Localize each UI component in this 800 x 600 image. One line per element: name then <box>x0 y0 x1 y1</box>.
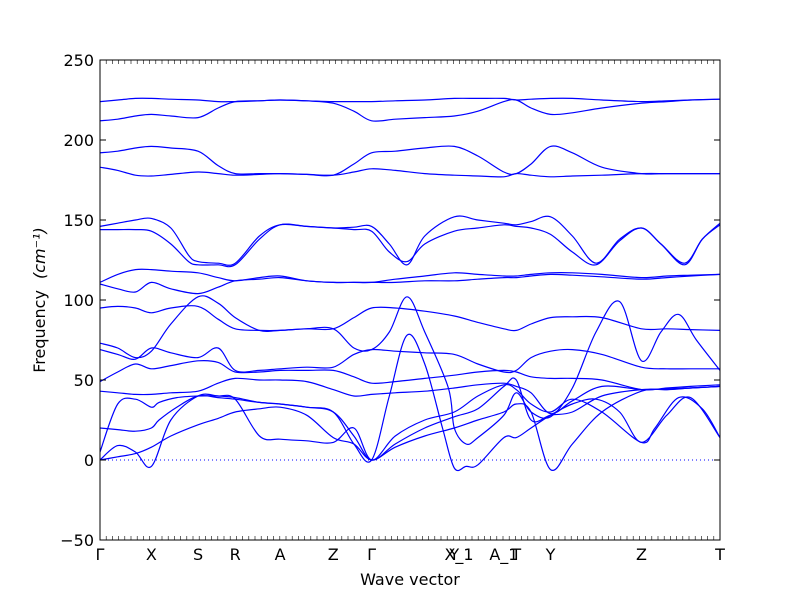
minor-ticks <box>99 60 721 540</box>
band-line-3 <box>99 145 720 177</box>
band-line-4 <box>99 166 720 178</box>
band-line-16 <box>99 377 721 469</box>
x-tick-label: X <box>146 545 157 564</box>
band-line-1 <box>99 97 721 103</box>
band-line-8 <box>99 273 721 295</box>
y-tick-label: 150 <box>63 211 94 230</box>
x-tick-label: Γ <box>367 545 376 564</box>
band-line-11 <box>99 347 720 374</box>
band-line-10 <box>99 295 721 445</box>
x-tick-label: Z <box>328 545 339 564</box>
band-line-7 <box>99 268 721 284</box>
x-tick-label: Y <box>545 545 556 564</box>
y-tick-label: 0 <box>84 451 94 470</box>
band-line-17 <box>99 385 721 472</box>
y-tick-label: 250 <box>63 51 94 70</box>
y-axis-label: Frequency (cm⁻¹) <box>30 227 49 372</box>
y-tick-label: −50 <box>60 531 94 550</box>
y-axis-label-unit: (cm⁻¹) <box>30 227 49 279</box>
x-tick-label: Z <box>636 545 647 564</box>
band-line-13 <box>99 377 721 415</box>
x-tick-label: Γ <box>96 545 105 564</box>
x-tick-label: X_1 <box>444 545 473 565</box>
x-tick-label: S <box>193 545 203 564</box>
x-axis-label: Wave vector <box>360 570 460 589</box>
y-tick-label: 100 <box>63 291 94 310</box>
band-line-5 <box>99 215 721 266</box>
x-tick-label: Y <box>448 545 459 564</box>
x-tick-label: A <box>275 545 286 564</box>
band-lines <box>99 97 721 472</box>
y-tick-label: 50 <box>74 371 94 390</box>
band-line-12 <box>99 359 721 391</box>
y-axis-label-text: Frequency <box>30 290 49 373</box>
y-axis: −50 0 50 100 150 200 250 <box>60 51 720 550</box>
band-line-6 <box>99 223 721 268</box>
x-tick-label: T <box>510 545 521 564</box>
x-tick-label: R <box>230 545 241 564</box>
y-axis-label-group: Frequency (cm⁻¹) <box>30 227 49 372</box>
x-tick-label: A_1 <box>489 545 518 565</box>
band-line-14 <box>99 383 721 461</box>
band-line-9 <box>99 305 721 332</box>
x-axis: Γ X S R A Z Γ YX_1 A_1T Y Z T <box>96 545 726 565</box>
band-line-15 <box>99 333 721 472</box>
band-line-2 <box>99 98 721 122</box>
y-tick-label: 200 <box>63 131 94 150</box>
x-tick-label: T <box>714 545 725 564</box>
